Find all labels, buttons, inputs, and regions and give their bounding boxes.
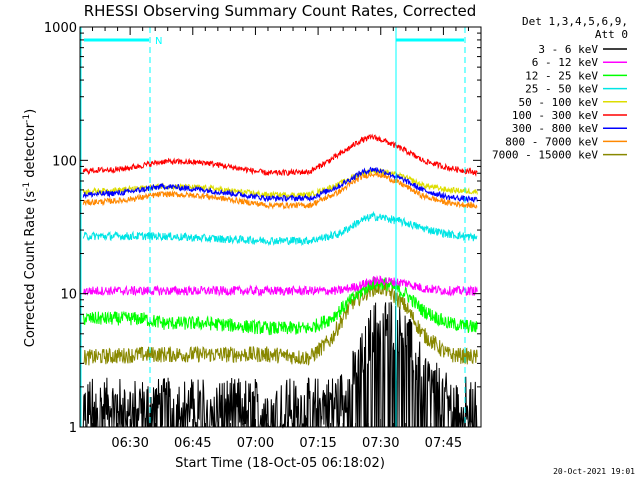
series-line-800-7000-kev [82,171,478,210]
timestamp: 20-Oct-2021 19:01 [553,467,635,476]
orbit-overlay: N [80,27,466,427]
series-line-25-50-kev [82,210,478,247]
annotation-label: N [155,36,162,47]
x-axis-ticks: 06:30 06:45 07:00 07:15 07:30 07:45 [79,27,482,451]
y-tick-label: 100 [52,154,77,169]
chart-title: RHESSI Observing Summary Count Rates, Co… [84,2,477,20]
legend-label-3-6-kev: 3 - 6 keV [538,43,598,56]
plot-lines [82,133,478,429]
series-line-12-25-kev [82,276,478,336]
x-tick-label: 07:30 [362,436,399,451]
series-line-300-800-kev [82,166,478,204]
legend-label-100-300-kev: 100 - 300 keV [512,109,598,122]
x-tick-label: 07:00 [237,436,274,451]
x-tick-label: 07:45 [425,436,462,451]
legend-label-7000-15000-kev: 7000 - 15000 keV [492,149,598,162]
y-tick-label: 10 [60,288,77,303]
legend-label-300-800-kev: 300 - 800 keV [512,122,598,135]
legend-label-12-25-kev: 12 - 25 keV [525,69,598,82]
legend-header-line-1: Det 1,3,4,5,6,9, [522,15,628,28]
series-line-6-12-kev [82,275,478,297]
x-tick-label: 06:30 [111,436,148,451]
x-tick-label: 06:45 [174,436,211,451]
legend-label-25-50-kev: 25 - 50 keV [525,83,598,96]
y-axis-label: Corrected Count Rate (s-1 detector-1) [22,109,38,347]
x-axis-label: Start Time (18-Oct-05 06:18:02) [175,456,385,471]
legend-label-50-100-kev: 50 - 100 keV [519,96,599,109]
x-tick-label: 07:15 [299,436,336,451]
series-line-100-300-kev [82,133,478,177]
series-line-7000-15000-kev [83,279,478,366]
y-tick-label: 1000 [44,21,77,36]
y-axis-ticks: 1 10 100 1000 [44,21,481,436]
y-tick-label: 1 [69,421,77,436]
legend-header-line-2: Att 0 [595,28,628,41]
legend-label-800-7000-kev: 800 - 7000 keV [505,135,598,148]
legend-label-6-12-kev: 6 - 12 keV [532,56,599,69]
